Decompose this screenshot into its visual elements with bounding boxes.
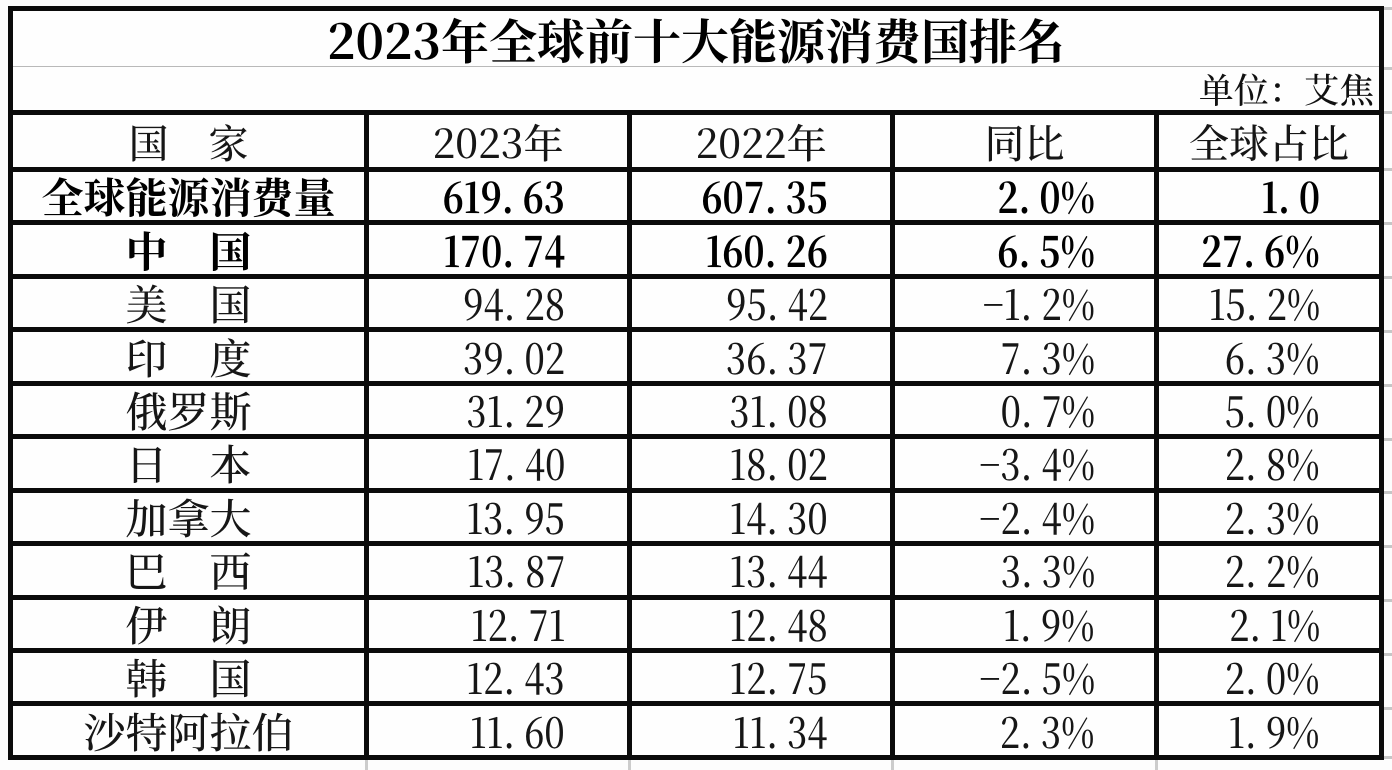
grid-stub-horizontal <box>1384 7 1392 10</box>
value-2022-cell: 160. 26 <box>632 220 890 280</box>
value-2022-cell: 95. 42 <box>632 273 890 333</box>
yoy-cell: 7. 3% <box>895 327 1154 387</box>
header-cell-country: 国 家 <box>13 113 364 170</box>
grid-stub-horizontal <box>1384 330 1392 333</box>
yoy-cell: 1. 9% <box>895 594 1154 654</box>
grid-stub-vertical <box>1155 760 1158 770</box>
share-cell: 5. 0% <box>1159 380 1379 440</box>
grid-stub-horizontal <box>1384 438 1392 441</box>
grid-stub-horizontal <box>1384 111 1392 114</box>
value-2022-cell: 18. 02 <box>632 433 890 493</box>
value-2022-cell: 607. 35 <box>632 166 890 226</box>
value-2023-cell: 11. 60 <box>369 701 627 761</box>
value-2023-cell: 13. 95 <box>369 487 627 547</box>
value-2023-cell: 17. 40 <box>369 433 627 493</box>
share-cell: 1. 9% <box>1159 701 1379 761</box>
header-cell-yoy: 同比 <box>895 113 1154 170</box>
yoy-cell: −3. 4% <box>895 433 1154 493</box>
yoy-cell: −2. 5% <box>895 647 1154 707</box>
grid-stub-horizontal <box>1384 67 1392 70</box>
value-2023-cell: 170. 74 <box>369 220 627 280</box>
value-2023-cell: 39. 02 <box>369 327 627 387</box>
grid-stub-horizontal <box>1384 545 1392 548</box>
table-frame: 2023年全球前十大能源消费国排名 单位：艾焦 国 家 2023年 2022年 … <box>8 4 1384 761</box>
grid-stub-horizontal <box>1384 222 1392 225</box>
country-cell: 巴 西 <box>13 540 364 600</box>
yoy-cell: 3. 3% <box>895 540 1154 600</box>
share-cell: 2. 8% <box>1159 433 1379 493</box>
value-2022-cell: 36. 37 <box>632 327 890 387</box>
grid-stub-vertical <box>891 760 894 770</box>
header-cell-2022: 2022年 <box>632 113 890 170</box>
value-2023-cell: 94. 28 <box>369 273 627 333</box>
data-grid: 国 家 2023年 2022年 同比 全球占比 全球能源消费量 619. 63 … <box>13 110 1379 761</box>
share-cell: 2. 2% <box>1159 540 1379 600</box>
country-cell: 日 本 <box>13 433 364 493</box>
table-title-row: 2023年全球前十大能源消费国排名 <box>13 4 1379 73</box>
country-cell: 中 国 <box>13 220 364 280</box>
country-cell: 沙特阿拉伯 <box>13 701 364 761</box>
value-2022-cell: 31. 08 <box>632 380 890 440</box>
yoy-cell: −2. 4% <box>895 487 1154 547</box>
share-cell: 2. 3% <box>1159 487 1379 547</box>
yoy-cell: 6. 5% <box>895 220 1154 280</box>
grid-stub-horizontal <box>1384 491 1392 494</box>
value-2023-cell: 13. 87 <box>369 540 627 600</box>
grid-stub-horizontal <box>1384 653 1392 656</box>
country-cell: 加拿大 <box>13 487 364 547</box>
country-cell: 韩 国 <box>13 647 364 707</box>
value-2023-cell: 12. 71 <box>369 594 627 654</box>
share-cell: 1. 0 <box>1159 166 1379 226</box>
grid-stub-horizontal <box>1384 756 1392 759</box>
grid-stub-horizontal <box>1384 384 1392 387</box>
yoy-cell: 2. 0% <box>895 166 1154 226</box>
grid-stub-horizontal <box>1384 707 1392 710</box>
share-cell: 27. 6% <box>1159 220 1379 280</box>
header-cell-share: 全球占比 <box>1159 113 1379 170</box>
share-cell: 2. 0% <box>1159 647 1379 707</box>
share-cell: 15. 2% <box>1159 273 1379 333</box>
country-cell: 印 度 <box>13 327 364 387</box>
value-2023-cell: 31. 29 <box>369 380 627 440</box>
value-2023-cell: 12. 43 <box>369 647 627 707</box>
country-cell: 美 国 <box>13 273 364 333</box>
yoy-cell: −1. 2% <box>895 273 1154 333</box>
share-cell: 6. 3% <box>1159 327 1379 387</box>
share-cell: 2. 1% <box>1159 594 1379 654</box>
value-2022-cell: 12. 48 <box>632 594 890 654</box>
value-2022-cell: 11. 34 <box>632 701 890 761</box>
grid-stub-horizontal <box>1384 168 1392 171</box>
unit-label: 单位：艾焦 <box>1198 63 1374 114</box>
country-cell: 俄罗斯 <box>13 380 364 440</box>
grid-stub-horizontal <box>1384 599 1392 602</box>
grid-stub-vertical <box>365 760 368 770</box>
grid-stub-horizontal <box>1384 276 1392 279</box>
country-cell: 全球能源消费量 <box>13 166 364 226</box>
header-cell-2023: 2023年 <box>369 113 627 170</box>
grid-stub-vertical <box>628 760 631 770</box>
country-cell: 伊 朗 <box>13 594 364 654</box>
value-2023-cell: 619. 63 <box>369 166 627 226</box>
yoy-cell: 0. 7% <box>895 380 1154 440</box>
value-2022-cell: 14. 30 <box>632 487 890 547</box>
value-2022-cell: 12. 75 <box>632 647 890 707</box>
unit-row: 单位：艾焦 <box>13 64 1379 114</box>
yoy-cell: 2. 3% <box>895 701 1154 761</box>
table-title: 2023年全球前十大能源消费国排名 <box>327 4 1065 73</box>
value-2022-cell: 13. 44 <box>632 540 890 600</box>
